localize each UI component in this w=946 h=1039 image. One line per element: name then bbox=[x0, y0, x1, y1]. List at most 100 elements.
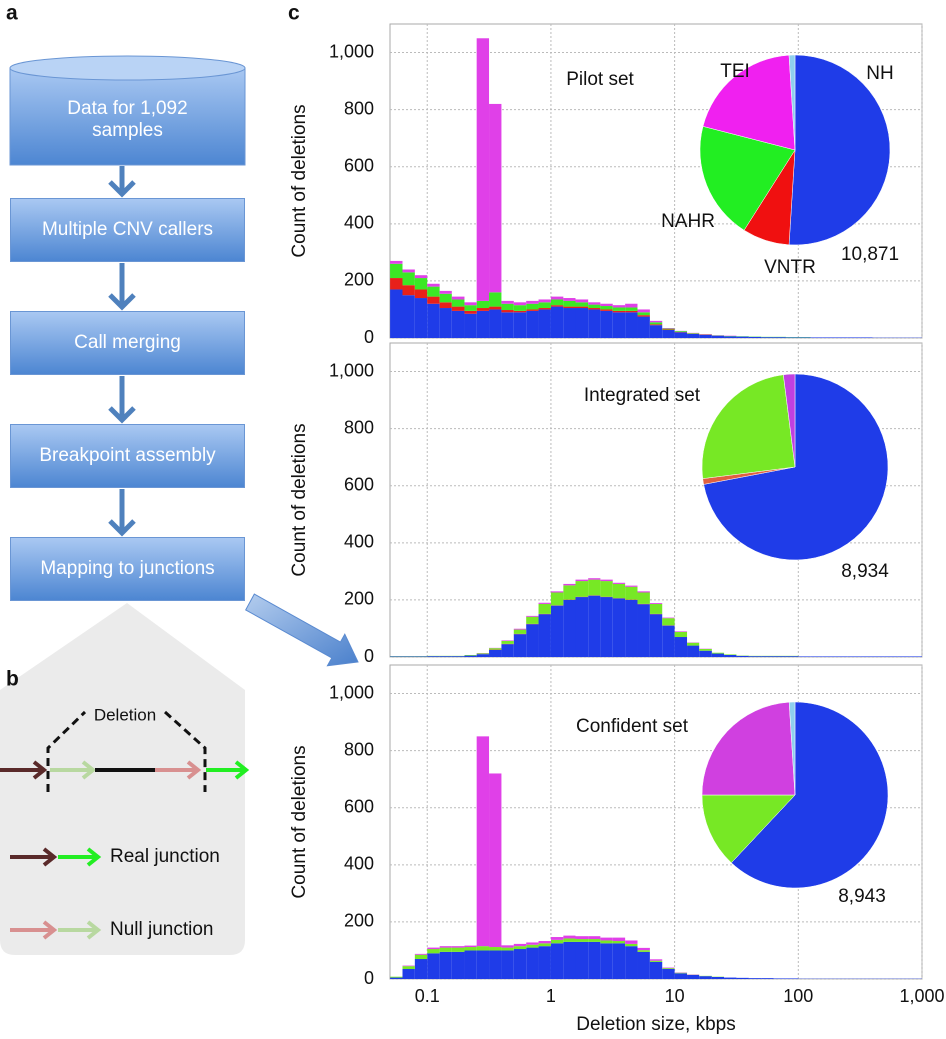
histogram-bar bbox=[538, 302, 551, 309]
histogram-bar bbox=[588, 579, 601, 596]
pie-slice bbox=[701, 374, 796, 479]
histogram-bar bbox=[464, 655, 477, 656]
histogram-bar bbox=[451, 296, 465, 300]
histogram-bar bbox=[884, 656, 898, 657]
histogram-bar bbox=[476, 308, 490, 311]
histogram-bar bbox=[476, 654, 490, 657]
histogram-bar bbox=[550, 943, 564, 979]
histogram-bar bbox=[563, 585, 576, 600]
histogram-bar bbox=[390, 977, 403, 979]
histogram-bar bbox=[550, 939, 564, 944]
y-tick-label: 1,000 bbox=[329, 682, 374, 702]
histogram-bar bbox=[612, 312, 626, 338]
histogram-bar bbox=[612, 943, 626, 979]
histogram-bar bbox=[588, 941, 601, 979]
histogram-bar bbox=[427, 286, 440, 297]
panel-label: c bbox=[288, 2, 300, 25]
histogram-bar bbox=[538, 308, 551, 310]
histogram-bar bbox=[588, 595, 601, 657]
histogram-bar bbox=[699, 650, 712, 657]
big-arrow bbox=[245, 593, 359, 667]
histogram-bar bbox=[489, 773, 502, 948]
histogram-bar bbox=[662, 967, 675, 969]
histogram-bar bbox=[550, 305, 564, 307]
histogram-bar bbox=[563, 308, 576, 338]
histogram-bar bbox=[402, 295, 415, 338]
pie-slice bbox=[703, 373, 889, 561]
histogram-bar bbox=[810, 337, 823, 338]
histogram-bar bbox=[538, 603, 551, 614]
histogram-bar bbox=[637, 950, 650, 952]
histogram-bar bbox=[860, 337, 873, 338]
histogram-bar bbox=[402, 966, 415, 970]
histogram-bar bbox=[649, 960, 663, 962]
histogram-bar bbox=[464, 305, 477, 311]
histogram-bar bbox=[662, 969, 675, 979]
histogram-bar bbox=[649, 322, 663, 325]
histogram-bar bbox=[402, 269, 415, 273]
y-axis-label: Count of deletions bbox=[289, 423, 310, 576]
histogram-bar bbox=[427, 283, 440, 287]
histogram-bar bbox=[489, 947, 502, 951]
flow-step: Breakpoint assembly bbox=[10, 424, 245, 488]
y-tick-label: 1,000 bbox=[329, 360, 374, 380]
histogram-bar bbox=[847, 337, 861, 338]
histogram-bar bbox=[637, 604, 650, 657]
histogram-bar bbox=[513, 302, 527, 306]
histogram-bar bbox=[612, 937, 626, 942]
histogram-bar bbox=[526, 947, 539, 979]
histogram-bar bbox=[588, 309, 601, 338]
histogram-bar bbox=[785, 656, 799, 657]
histogram-bar bbox=[451, 946, 465, 948]
histogram-bar bbox=[451, 951, 465, 979]
histogram-bar bbox=[724, 655, 737, 657]
x-tick-label: 1,000 bbox=[899, 986, 944, 1006]
histogram-bar bbox=[513, 949, 527, 979]
histogram-bar bbox=[699, 334, 712, 338]
histogram-bar bbox=[649, 961, 663, 979]
histogram-bar bbox=[526, 303, 539, 310]
histogram-bar bbox=[637, 309, 650, 313]
histogram-bar bbox=[736, 336, 749, 338]
histogram-bar bbox=[612, 305, 626, 308]
histogram-bar bbox=[476, 38, 490, 301]
x-tick-label: 0.1 bbox=[415, 986, 440, 1006]
histogram-bar bbox=[612, 310, 626, 313]
histogram-bar bbox=[687, 645, 700, 657]
histogram-bar bbox=[526, 300, 539, 304]
histogram-bar bbox=[612, 598, 626, 657]
histogram-bar bbox=[538, 614, 551, 657]
histogram-bar bbox=[625, 312, 638, 338]
y-tick-label: 800 bbox=[344, 417, 374, 437]
histogram-bar bbox=[674, 332, 688, 338]
cylinder-top bbox=[9, 55, 246, 81]
histogram-bar bbox=[662, 329, 675, 331]
histogram-bar bbox=[501, 300, 514, 304]
histogram-bar bbox=[513, 310, 527, 313]
histogram-bar bbox=[513, 305, 527, 311]
histogram-bar bbox=[588, 304, 601, 309]
y-axis-label: Count of deletions bbox=[289, 104, 310, 257]
y-tick-label: 200 bbox=[344, 270, 374, 290]
histogram-bar bbox=[600, 579, 613, 582]
histogram-bar bbox=[600, 306, 613, 310]
histogram-bar bbox=[625, 940, 638, 944]
histogram-bar bbox=[427, 953, 440, 979]
histogram-bar bbox=[501, 640, 514, 642]
histogram-bar bbox=[390, 976, 403, 978]
histogram-bar bbox=[550, 592, 564, 606]
histogram-bar bbox=[526, 615, 539, 617]
histogram-bar bbox=[439, 308, 452, 338]
histogram-bar bbox=[476, 300, 490, 309]
histogram-bar bbox=[711, 335, 725, 338]
histogram-bar bbox=[439, 302, 452, 309]
histogram-bar bbox=[588, 939, 601, 942]
y-tick-label: 0 bbox=[364, 327, 374, 347]
histogram-bar bbox=[550, 591, 564, 593]
flow-top-text: Data for 1,092 samples bbox=[67, 98, 188, 141]
histogram-bar bbox=[761, 337, 774, 338]
histogram-bar bbox=[810, 656, 823, 657]
pie-slice bbox=[699, 126, 796, 231]
histogram-bar bbox=[501, 945, 514, 948]
histogram-bar bbox=[563, 935, 576, 939]
